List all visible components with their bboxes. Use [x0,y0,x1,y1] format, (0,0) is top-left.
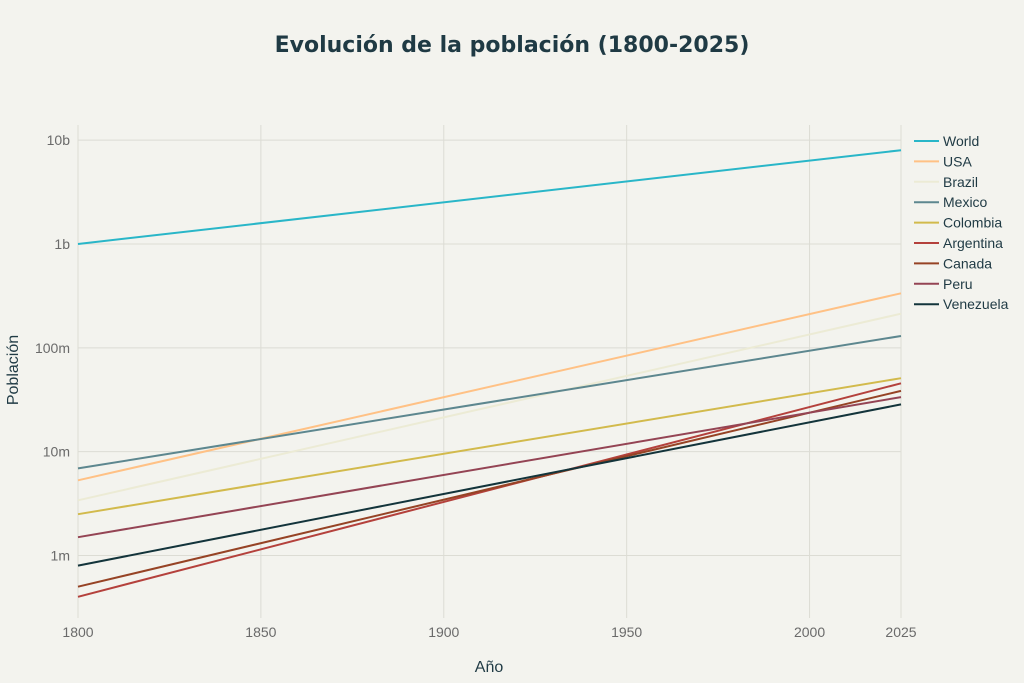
legend-label: USA [943,153,972,169]
x-tick-label: 1900 [428,624,459,640]
y-tick-label: 100m [35,340,70,356]
legend-label: Brazil [943,174,978,190]
series-line-usa [77,292,902,482]
series-line-mexico [77,335,902,470]
legend-label: Mexico [943,194,988,210]
legend-item-venezuela[interactable]: Venezuela [914,296,1009,312]
legend-item-canada[interactable]: Canada [914,255,992,271]
legend-label: Argentina [943,235,1003,251]
legend-label: Colombia [943,215,1002,231]
legend-label: Venezuela [943,296,1009,312]
x-axis-title: Año [475,659,504,676]
y-axis-title: Población [5,335,22,405]
legend: World USA Brazil Mexico Colombia Argentina Can… [914,133,1009,312]
y-tick-label: 1m [51,547,70,563]
x-tick-label: 1950 [611,624,642,640]
x-gridlines [77,125,902,618]
series-line-venezuela [77,403,902,567]
legend-item-world[interactable]: World [914,133,979,149]
x-tick-label: 2000 [794,624,825,640]
series-line-argentina [77,382,902,598]
series-line-colombia [77,377,902,516]
legend-label: Canada [943,255,992,271]
series-line-world [77,149,902,245]
y-tick-label: 10m [43,444,70,460]
legend-item-colombia[interactable]: Colombia [914,215,1002,231]
legend-label: Peru [943,276,973,292]
legend-item-usa[interactable]: USA [914,153,972,169]
series-line-peru [77,396,902,539]
y-tick-label: 10b [47,132,71,148]
series-layer [77,149,902,598]
x-tick-labels: 1800 1850 1900 1950 2000 2025 [62,624,916,640]
legend-item-brazil[interactable]: Brazil [914,174,978,190]
legend-label: World [943,133,979,149]
x-tick-label: 1850 [245,624,276,640]
chart-title: Evolución de la población (1800-2025) [275,33,750,58]
x-tick-label: 1800 [62,624,93,640]
y-tick-labels: 1m 10m 100m 1b 10b [35,132,70,563]
x-tick-label: 2025 [885,624,916,640]
y-gridlines [78,139,901,556]
series-line-brazil [77,312,902,502]
y-tick-label: 1b [54,236,70,252]
legend-item-peru[interactable]: Peru [914,276,973,292]
series-line-canada [77,389,902,588]
legend-item-mexico[interactable]: Mexico [914,194,988,210]
legend-item-argentina[interactable]: Argentina [914,235,1003,251]
